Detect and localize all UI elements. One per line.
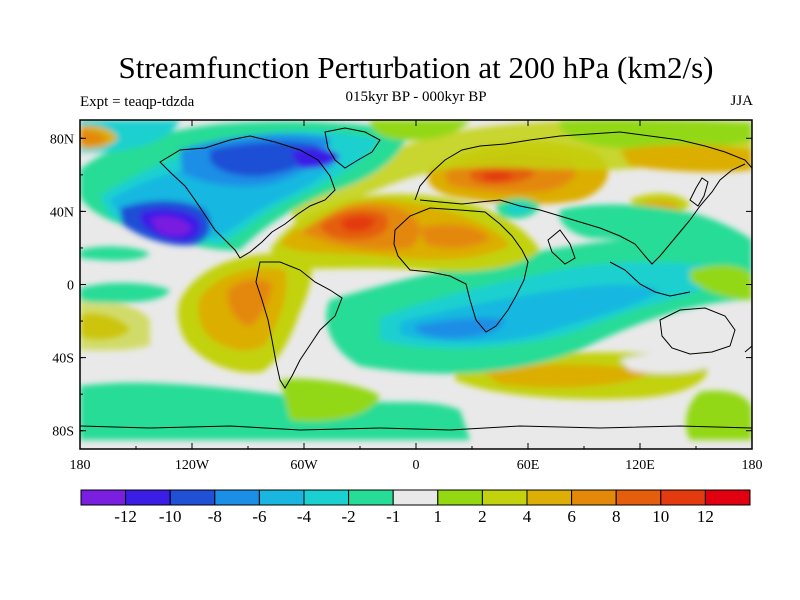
colorbar-swatch — [437, 489, 483, 506]
lat-tick-label: 40S — [52, 352, 74, 367]
experiment-label: Expt = teaqp-tdzda — [80, 94, 195, 110]
colorbar-swatch — [303, 489, 350, 506]
colorbar-label: 1 — [434, 507, 443, 526]
colorbar-label: 8 — [612, 507, 621, 526]
colorbar-label: -2 — [342, 507, 356, 526]
colorbar-label: -4 — [297, 507, 312, 526]
colorbar: -12 -10 -8 -6 -4 -2 -1 1 2 4 6 8 10 12 — [80, 489, 751, 526]
season-label: JJA — [730, 93, 753, 109]
colorbar-swatch — [125, 489, 171, 506]
colorbar-swatch — [80, 489, 127, 506]
lat-tick-label: 0 — [67, 279, 74, 294]
colorbar-label: -12 — [114, 507, 137, 526]
colorbar-swatch — [704, 489, 751, 506]
colorbar-label: 6 — [567, 507, 576, 526]
chart-subtitle: 015kyr BP - 000kyr BP — [345, 89, 487, 105]
colorbar-swatch — [348, 489, 394, 506]
colorbar-label: -6 — [252, 507, 266, 526]
lon-tick-label: 0 — [413, 458, 420, 473]
colorbar-label: 4 — [523, 507, 532, 526]
colorbar-label: 12 — [697, 507, 714, 526]
colorbar-label: -10 — [159, 507, 182, 526]
lat-tick-label: 40N — [50, 205, 74, 220]
chart-title: Streamfunction Perturbation at 200 hPa (… — [118, 50, 714, 85]
colorbar-swatch — [169, 489, 216, 506]
colorbar-swatch — [660, 489, 706, 506]
colorbar-swatch — [571, 489, 617, 506]
colorbar-swatch — [258, 489, 305, 506]
colorbar-label: 2 — [478, 507, 487, 526]
lon-tick-label: 120W — [175, 458, 210, 473]
lon-tick-label: 120E — [625, 458, 655, 473]
colorbar-label: -1 — [386, 507, 400, 526]
colorbar-swatch — [214, 489, 260, 506]
lat-tick-label: 80S — [52, 425, 74, 440]
lat-tick-label: 80N — [50, 132, 74, 147]
colorbar-swatch — [526, 489, 573, 506]
lon-tick-label: 60W — [290, 458, 318, 473]
coastlines — [80, 127, 752, 431]
colorbar-label: 10 — [652, 507, 669, 526]
contour-field — [80, 120, 752, 449]
colorbar-swatch — [481, 489, 528, 506]
lon-tick-label: 180 — [70, 458, 91, 473]
lon-tick-label: 180 — [742, 458, 763, 473]
colorbar-swatch — [615, 489, 662, 506]
lon-tick-label: 60E — [517, 458, 540, 473]
colorbar-swatch — [392, 489, 439, 506]
colorbar-label: -8 — [208, 507, 222, 526]
